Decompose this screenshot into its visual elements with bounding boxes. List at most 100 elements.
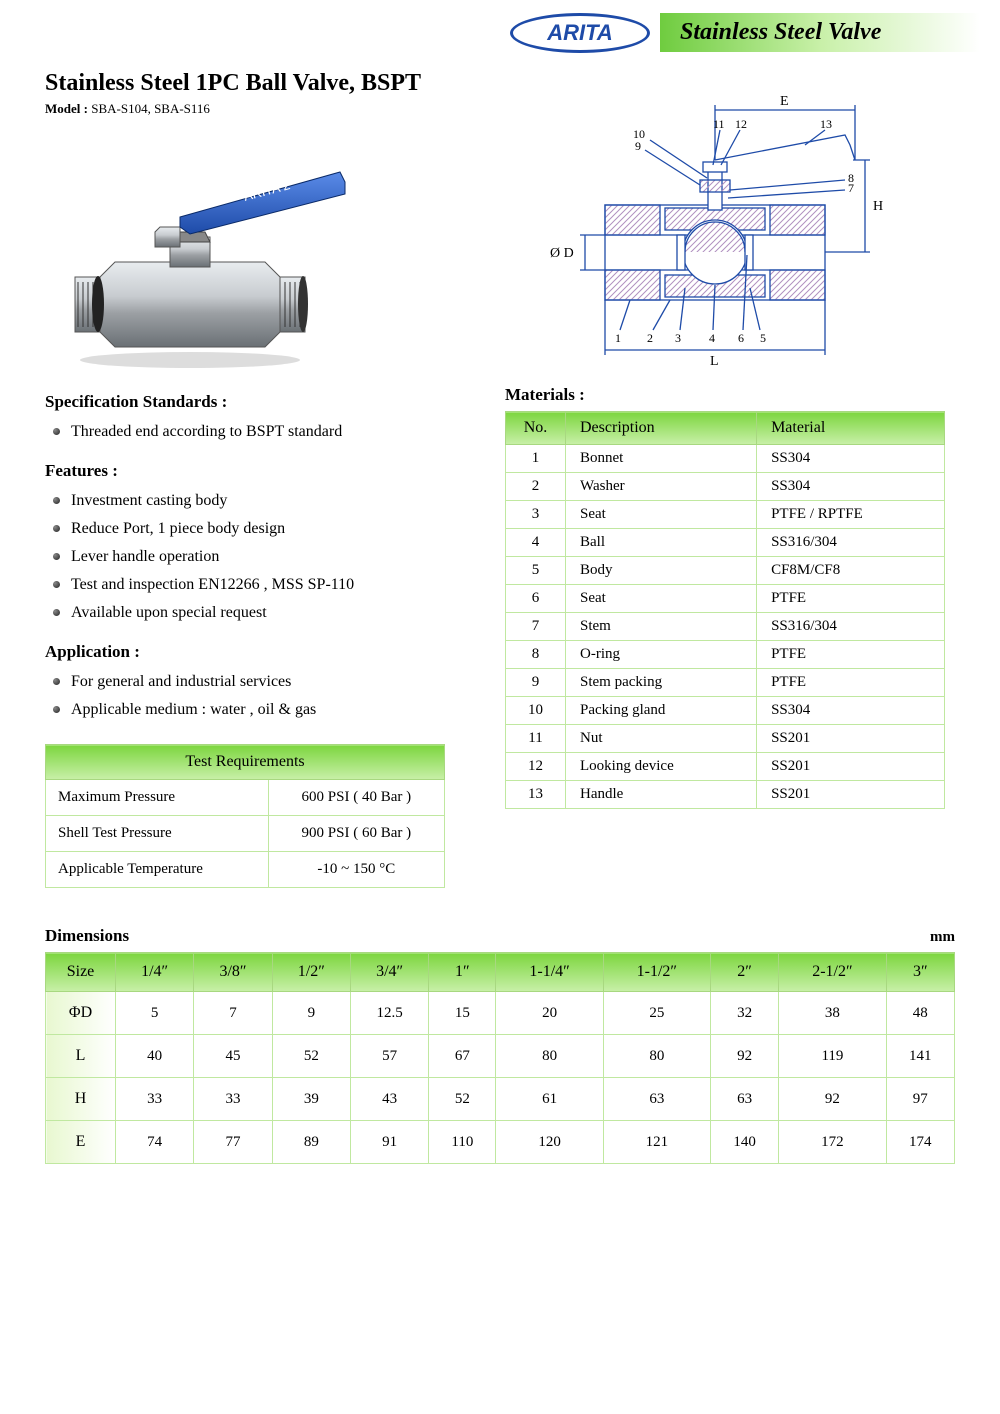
- cell: 2: [506, 473, 566, 501]
- table-row: Applicable Temperature -10 ~ 150 °C: [46, 852, 445, 888]
- dimensions-table: Size 1/4″ 3/8″ 1/2″ 3/4″ 1″ 1-1/4″ 1-1/2…: [45, 952, 955, 1164]
- table-row: 4BallSS316/304: [506, 529, 945, 557]
- table-row: 10Packing glandSS304: [506, 697, 945, 725]
- list-item: Lever handle operation: [53, 543, 475, 571]
- svg-text:10: 10: [633, 127, 645, 141]
- table-row: 7StemSS316/304: [506, 613, 945, 641]
- list-item: Applicable medium : water , oil & gas: [53, 696, 475, 724]
- cell: 52: [272, 1035, 350, 1078]
- size-label: Size: [46, 953, 116, 992]
- svg-text:6: 6: [738, 331, 744, 345]
- cell: 89: [272, 1121, 350, 1164]
- list-item: Available upon special request: [53, 599, 475, 627]
- cell: Ball: [566, 529, 757, 557]
- cell: 38: [779, 992, 886, 1035]
- cell: 97: [886, 1078, 954, 1121]
- cell: 63: [603, 1078, 710, 1121]
- svg-text:9: 9: [635, 139, 641, 153]
- spec-standards-title: Specification Standards :: [45, 392, 475, 412]
- features-title: Features :: [45, 461, 475, 481]
- size-col: 2″: [710, 953, 778, 992]
- cell: 33: [116, 1078, 194, 1121]
- svg-text:1: 1: [615, 331, 621, 345]
- cell: 9: [272, 992, 350, 1035]
- cell: 52: [429, 1078, 496, 1121]
- size-col: 1-1/4″: [496, 953, 603, 992]
- table-row: 8O-ringPTFE: [506, 641, 945, 669]
- svg-text:13: 13: [820, 117, 832, 131]
- cell: Nut: [566, 725, 757, 753]
- cell: 8: [506, 641, 566, 669]
- cell: PTFE / RPTFE: [757, 501, 945, 529]
- technical-diagram: E H Ø D L: [535, 90, 915, 370]
- cell: SS304: [757, 445, 945, 473]
- cell: 3: [506, 501, 566, 529]
- cell: 91: [350, 1121, 428, 1164]
- cell: 92: [710, 1035, 778, 1078]
- test-req-label: Maximum Pressure: [46, 780, 269, 816]
- cell: PTFE: [757, 585, 945, 613]
- row-label: H: [46, 1078, 116, 1121]
- cell: 172: [779, 1121, 886, 1164]
- svg-text:11: 11: [713, 117, 725, 131]
- cell: SS304: [757, 697, 945, 725]
- cell: 43: [350, 1078, 428, 1121]
- cell: Packing gland: [566, 697, 757, 725]
- application-title: Application :: [45, 642, 475, 662]
- cell: SS316/304: [757, 529, 945, 557]
- table-row: H 33 33 39 43 52 61 63 63 92 97: [46, 1078, 955, 1121]
- test-req-value: 600 PSI ( 40 Bar ): [268, 780, 444, 816]
- cell: 119: [779, 1035, 886, 1078]
- materials-title: Materials :: [505, 385, 945, 405]
- svg-text:L: L: [710, 354, 719, 369]
- cell: 11: [506, 725, 566, 753]
- svg-text:Ø D: Ø D: [550, 246, 574, 261]
- test-req-header: Test Requirements: [46, 745, 445, 780]
- cell: Looking device: [566, 753, 757, 781]
- list-item: Test and inspection EN12266 , MSS SP-110: [53, 571, 475, 599]
- cell: 39: [272, 1078, 350, 1121]
- cell: CF8M/CF8: [757, 557, 945, 585]
- cell: 9: [506, 669, 566, 697]
- svg-text:5: 5: [760, 331, 766, 345]
- dimensions-unit: mm: [930, 929, 955, 946]
- cell: 10: [506, 697, 566, 725]
- list-item: Reduce Port, 1 piece body design: [53, 515, 475, 543]
- header-banner: Stainless Steel Valve: [660, 13, 980, 52]
- test-req-label: Applicable Temperature: [46, 852, 269, 888]
- size-col: 1″: [429, 953, 496, 992]
- cell: 57: [350, 1035, 428, 1078]
- table-row: 13HandleSS201: [506, 781, 945, 809]
- cell: 40: [116, 1035, 194, 1078]
- cell: PTFE: [757, 641, 945, 669]
- test-req-value: -10 ~ 150 °C: [268, 852, 444, 888]
- cell: Bonnet: [566, 445, 757, 473]
- test-req-label: Shell Test Pressure: [46, 816, 269, 852]
- cell: O-ring: [566, 641, 757, 669]
- right-column: E H Ø D L: [505, 70, 945, 888]
- cell: SS304: [757, 473, 945, 501]
- svg-text:2: 2: [647, 331, 653, 345]
- spec-standards-list: Threaded end according to BSPT standard: [45, 418, 475, 446]
- list-item: Investment casting body: [53, 487, 475, 515]
- page-title: Stainless Steel 1PC Ball Valve, BSPT: [45, 70, 475, 97]
- dimensions-title: Dimensions: [45, 926, 129, 946]
- cell: 7: [506, 613, 566, 641]
- cell: Washer: [566, 473, 757, 501]
- cell: SS316/304: [757, 613, 945, 641]
- page-header: ARITA Stainless Steel Valve: [0, 0, 1000, 55]
- cell: 12: [506, 753, 566, 781]
- table-row: 12Looking deviceSS201: [506, 753, 945, 781]
- cell: 5: [116, 992, 194, 1035]
- table-row: Maximum Pressure 600 PSI ( 40 Bar ): [46, 780, 445, 816]
- size-col: 3/8″: [194, 953, 272, 992]
- row-label: ΦD: [46, 992, 116, 1035]
- cell: Stem packing: [566, 669, 757, 697]
- svg-text:H: H: [873, 199, 883, 214]
- table-row: ΦD 5 7 9 12.5 15 20 25 32 38 48: [46, 992, 955, 1035]
- size-col: 1-1/2″: [603, 953, 710, 992]
- dimensions-section: Dimensions mm Size 1/4″ 3/8″ 1/2″ 3/4″ 1…: [0, 926, 1000, 1164]
- cell: 121: [603, 1121, 710, 1164]
- svg-text:3: 3: [675, 331, 681, 345]
- cell: 48: [886, 992, 954, 1035]
